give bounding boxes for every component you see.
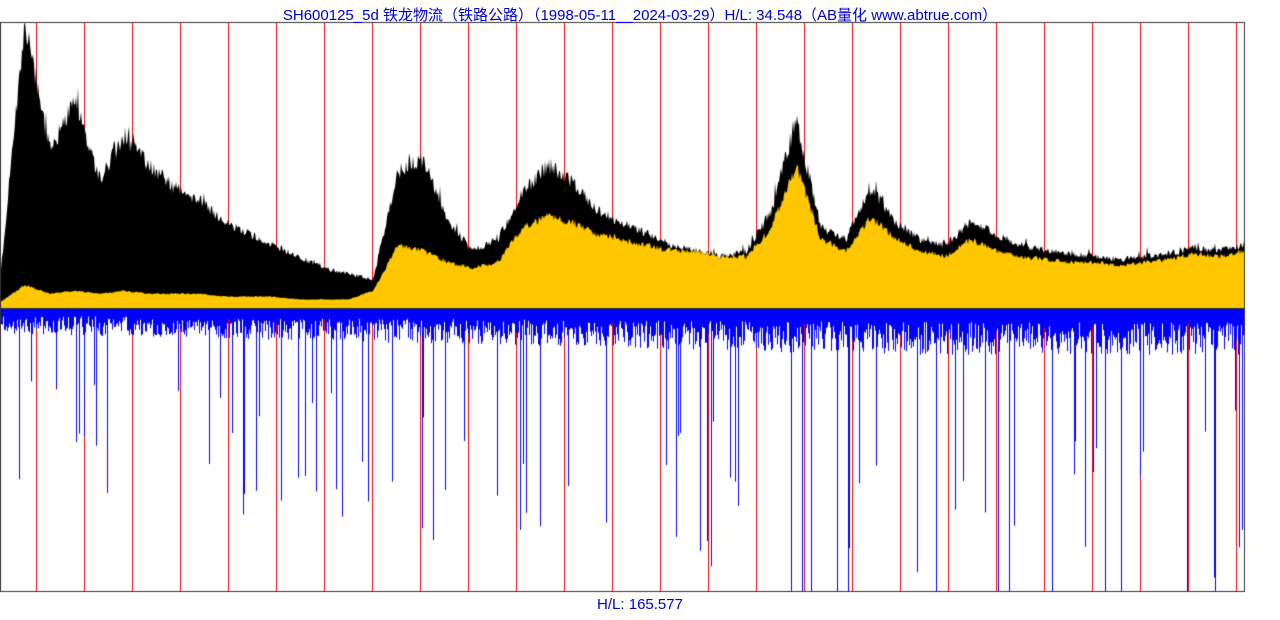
price-volume-chart [0,0,1280,620]
chart-title: SH600125_5d 铁龙物流（铁路公路）（1998-05-11__2024-… [0,4,1280,25]
chart-footer-label: H/L: 165.577 [0,596,1280,613]
